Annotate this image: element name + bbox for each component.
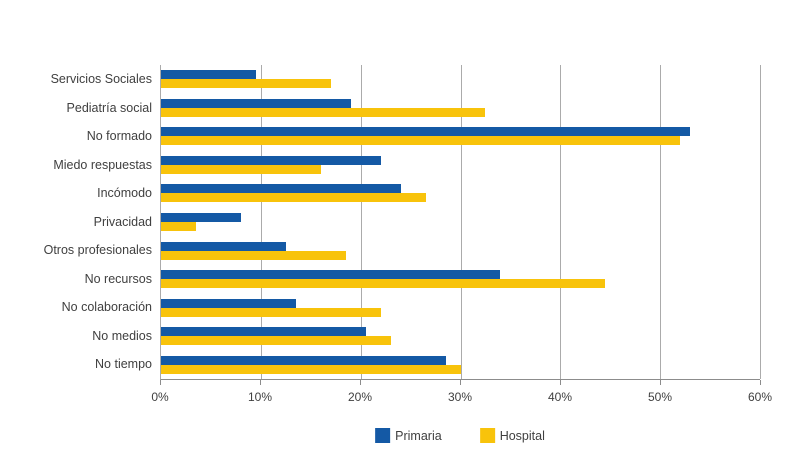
axis-tick-label-10pct: 10% bbox=[247, 390, 273, 404]
legend-swatch-primaria bbox=[375, 428, 391, 443]
bar-primaria bbox=[161, 127, 691, 137]
legend-item-primaria: Primaria bbox=[375, 428, 442, 443]
legend-item-hospital: Hospital bbox=[479, 428, 545, 443]
bar-primaria bbox=[161, 213, 241, 222]
legend: Primaria Hospital bbox=[375, 428, 545, 443]
axis-tick-40pct bbox=[560, 380, 561, 385]
bar-hospital bbox=[161, 250, 346, 260]
bar-group bbox=[161, 241, 760, 260]
bar-primaria bbox=[161, 355, 446, 365]
chart-row-5: Incómodo bbox=[97, 179, 760, 208]
chart-row-6: Privacidad bbox=[94, 208, 760, 237]
bar-hospital bbox=[161, 193, 426, 203]
bar-hospital bbox=[161, 279, 606, 289]
bar-hospital bbox=[161, 364, 461, 374]
gridline-50pct bbox=[660, 65, 662, 379]
bar-primaria bbox=[161, 70, 256, 80]
category-label: Incómodo bbox=[97, 186, 152, 201]
category-label: Servicios Sociales bbox=[50, 72, 152, 87]
axis-tick-label-60pct: 60% bbox=[747, 390, 773, 404]
axis-tick-label-40pct: 40% bbox=[547, 390, 573, 404]
bar-primaria bbox=[161, 98, 351, 108]
category-label: Privacidad bbox=[93, 214, 152, 229]
gridline-20pct bbox=[360, 65, 362, 379]
gridline-60pct bbox=[760, 65, 761, 379]
bar-group bbox=[161, 155, 760, 174]
legend-label-hospital: Hospital bbox=[499, 428, 545, 443]
axis-tick-20pct bbox=[360, 380, 361, 385]
bar-primaria bbox=[161, 327, 366, 337]
axis-tick-label-20pct: 20% bbox=[347, 390, 373, 404]
axis-tick-label-50pct: 50% bbox=[647, 390, 673, 404]
bar-group bbox=[161, 327, 760, 346]
bar-hospital bbox=[161, 307, 381, 317]
chart-row-2: Pediatría social bbox=[67, 94, 760, 123]
bar-primaria bbox=[161, 155, 381, 165]
chart-row-1: Servicios Sociales bbox=[51, 65, 760, 94]
category-label: Miedo respuestas bbox=[53, 157, 152, 172]
bar-hospital bbox=[161, 222, 196, 231]
bar-primaria bbox=[161, 298, 296, 308]
category-label: No medios bbox=[92, 328, 152, 343]
category-label: No colaboración bbox=[61, 300, 152, 315]
chart-row-8: No recursos bbox=[85, 265, 760, 294]
bar-hospital bbox=[161, 164, 321, 174]
bar-hospital bbox=[161, 136, 681, 146]
category-label: Otros profesionales bbox=[43, 243, 152, 258]
axis-tick-30pct bbox=[460, 380, 461, 385]
legend-label-primaria: Primaria bbox=[395, 428, 442, 443]
bar-rows: Servicios Sociales Pediatría social No for… bbox=[44, 65, 760, 379]
axis-tick-label-30pct: 30% bbox=[447, 390, 473, 404]
category-label: No tiempo bbox=[95, 357, 152, 372]
bar-group bbox=[161, 355, 760, 374]
bar-hospital bbox=[161, 79, 331, 89]
axis-tick-60pct bbox=[760, 380, 761, 385]
bar-primaria bbox=[161, 270, 501, 280]
bar-hospital bbox=[161, 336, 391, 346]
bar-group bbox=[161, 270, 760, 289]
bar-hospital bbox=[161, 107, 486, 117]
gridline-10pct bbox=[260, 65, 262, 379]
chart-row-10: No medios bbox=[92, 322, 760, 351]
bar-group bbox=[161, 127, 760, 146]
bar-group bbox=[161, 184, 760, 203]
bar-group bbox=[161, 213, 760, 231]
legend-swatch-hospital bbox=[479, 428, 495, 443]
chart-row-3: No formado bbox=[87, 122, 760, 151]
axis-tick-0pct bbox=[160, 380, 161, 385]
axis-tick-10pct bbox=[260, 380, 261, 385]
chart-row-9: No colaboración bbox=[62, 293, 760, 322]
bar-primaria bbox=[161, 241, 286, 251]
x-axis: 0% 10% 20% 30% 40% 50% 60% bbox=[151, 380, 772, 414]
category-label: No recursos bbox=[84, 271, 152, 286]
axis-tick-50pct bbox=[660, 380, 661, 385]
chart-row-7: Otros profesionales bbox=[44, 236, 760, 265]
bar-primaria bbox=[161, 184, 401, 194]
chart-row-4: Miedo respuestas bbox=[53, 151, 760, 180]
axis-tick-label-0pct: 0% bbox=[151, 390, 169, 404]
gridline-30pct bbox=[460, 65, 462, 379]
category-label: No formado bbox=[86, 129, 152, 144]
chart-row-11: No tiempo bbox=[95, 350, 760, 379]
plot-area: Servicios Sociales Pediatría social No for… bbox=[44, 65, 761, 380]
bar-group bbox=[161, 98, 760, 117]
category-label: Pediatría social bbox=[66, 100, 152, 115]
bar-group bbox=[161, 298, 760, 317]
gridline-40pct bbox=[560, 65, 562, 379]
bar-group bbox=[161, 70, 760, 89]
